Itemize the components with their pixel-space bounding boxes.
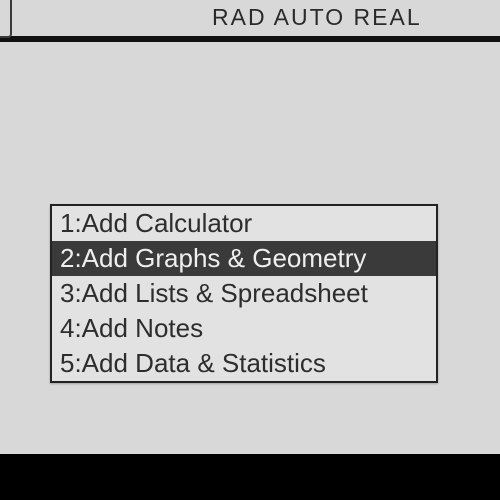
menu-list: 1:Add Calculator2:Add Graphs & Geometry3… [52, 206, 436, 381]
menu-item[interactable]: 2:Add Graphs & Geometry [52, 241, 436, 276]
bottom-letterbox [0, 454, 500, 500]
add-application-menu: 1:Add Calculator2:Add Graphs & Geometry3… [50, 204, 438, 383]
status-bar: RAD AUTO REAL [0, 0, 500, 42]
menu-item[interactable]: 4:Add Notes [52, 311, 436, 346]
menu-item[interactable]: 5:Add Data & Statistics [52, 346, 436, 381]
tab-stub [0, 0, 12, 38]
calculator-screen: RAD AUTO REAL 1:Add Calculator2:Add Grap… [0, 0, 500, 500]
menu-item[interactable]: 3:Add Lists & Spreadsheet [52, 276, 436, 311]
menu-item[interactable]: 1:Add Calculator [52, 206, 436, 241]
status-mode-text: RAD AUTO REAL [212, 4, 422, 31]
